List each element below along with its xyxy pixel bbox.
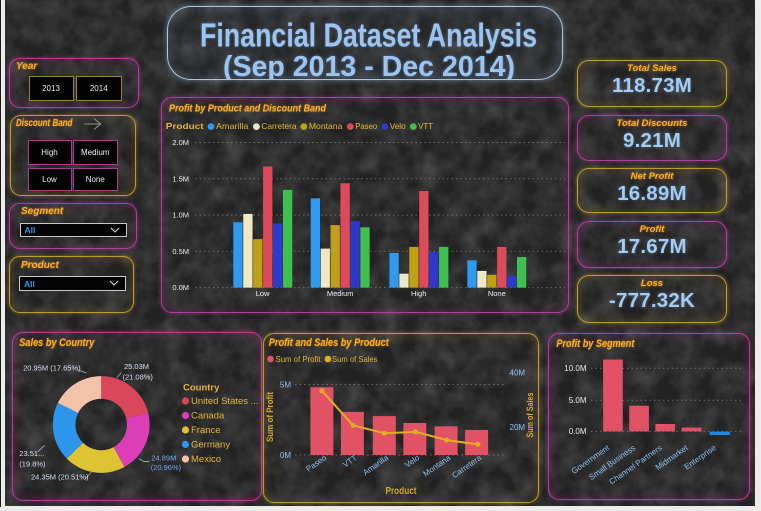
svg-text:Product: Product [386, 486, 418, 497]
svg-text:5.0M: 5.0M [569, 395, 587, 404]
svg-text:Carretera: Carretera [450, 453, 483, 480]
svg-text:Germany: Germany [191, 439, 230, 450]
svg-text:0.0M: 0.0M [569, 427, 587, 436]
svg-text:Sum of Profit: Sum of Profit [265, 392, 275, 442]
svg-text:Canada: Canada [191, 410, 225, 421]
svg-text:Profit by Segment: Profit by Segment [556, 338, 635, 350]
svg-text:Amarilla: Amarilla [216, 121, 249, 131]
svg-text:None: None [488, 289, 506, 298]
svg-text:10.0M: 10.0M [564, 364, 587, 373]
svg-text:Product: Product [166, 121, 204, 131]
svg-text:(Sep 2013 - Dec 2014): (Sep 2013 - Dec 2014) [223, 51, 515, 80]
svg-text:Montana: Montana [309, 121, 343, 131]
svg-text:Velo: Velo [390, 121, 406, 131]
svg-text:Montana: Montana [421, 453, 452, 479]
svg-text:1.0M: 1.0M [172, 211, 189, 220]
svg-text:Profit and Sales by Product: Profit and Sales by Product [269, 337, 390, 349]
svg-text:24.89M: 24.89M [151, 453, 176, 462]
svg-text:25.03M: 25.03M [124, 362, 149, 371]
svg-text:Low: Low [256, 289, 270, 298]
svg-text:Carretera: Carretera [261, 121, 296, 131]
svg-text:Sum of Sales: Sum of Sales [525, 393, 535, 438]
svg-text:20M: 20M [510, 423, 526, 432]
svg-text:Profit by Product and Discount: Profit by Product and Discount Band [169, 103, 326, 115]
svg-text:(19.8%): (19.8%) [19, 459, 46, 468]
svg-text:Financial Dataset Analysis: Financial Dataset Analysis [200, 18, 537, 55]
svg-text:Sales by Country: Sales by Country [19, 337, 95, 349]
svg-text:Sum of Profit: Sum of Profit [276, 354, 322, 364]
svg-text:20.95M (17.65%): 20.95M (17.65%) [23, 363, 81, 372]
svg-text:Paseo: Paseo [355, 121, 377, 131]
svg-text:0M: 0M [280, 451, 291, 460]
svg-text:23.51...: 23.51... [19, 449, 44, 458]
svg-text:(20.96%): (20.96%) [150, 462, 181, 471]
svg-text:Enterprise: Enterprise [683, 442, 718, 471]
svg-text:Mexico: Mexico [191, 454, 221, 465]
svg-text:Sum of Sales: Sum of Sales [332, 354, 378, 364]
svg-text:VTT: VTT [341, 453, 359, 469]
svg-text:Paseo: Paseo [304, 453, 328, 474]
svg-text:2.0M: 2.0M [172, 138, 189, 147]
svg-text:United States ...: United States ... [191, 396, 259, 407]
svg-text:1.5M: 1.5M [172, 174, 189, 183]
svg-text:0.5M: 0.5M [172, 247, 189, 256]
svg-text:Medium: Medium [327, 289, 354, 298]
svg-text:(21.08%): (21.08%) [122, 372, 153, 381]
svg-text:0.0M: 0.0M [172, 283, 189, 292]
svg-text:High: High [411, 289, 426, 298]
svg-text:5M: 5M [280, 381, 291, 390]
svg-text:France: France [191, 425, 221, 436]
svg-text:Velo: Velo [403, 453, 421, 470]
svg-text:VTT: VTT [418, 121, 433, 131]
svg-text:24.35M (20.51%): 24.35M (20.51%) [31, 472, 89, 481]
svg-text:Country: Country [183, 382, 220, 393]
svg-text:Amarilla: Amarilla [361, 453, 390, 477]
svg-text:40M: 40M [510, 369, 526, 378]
